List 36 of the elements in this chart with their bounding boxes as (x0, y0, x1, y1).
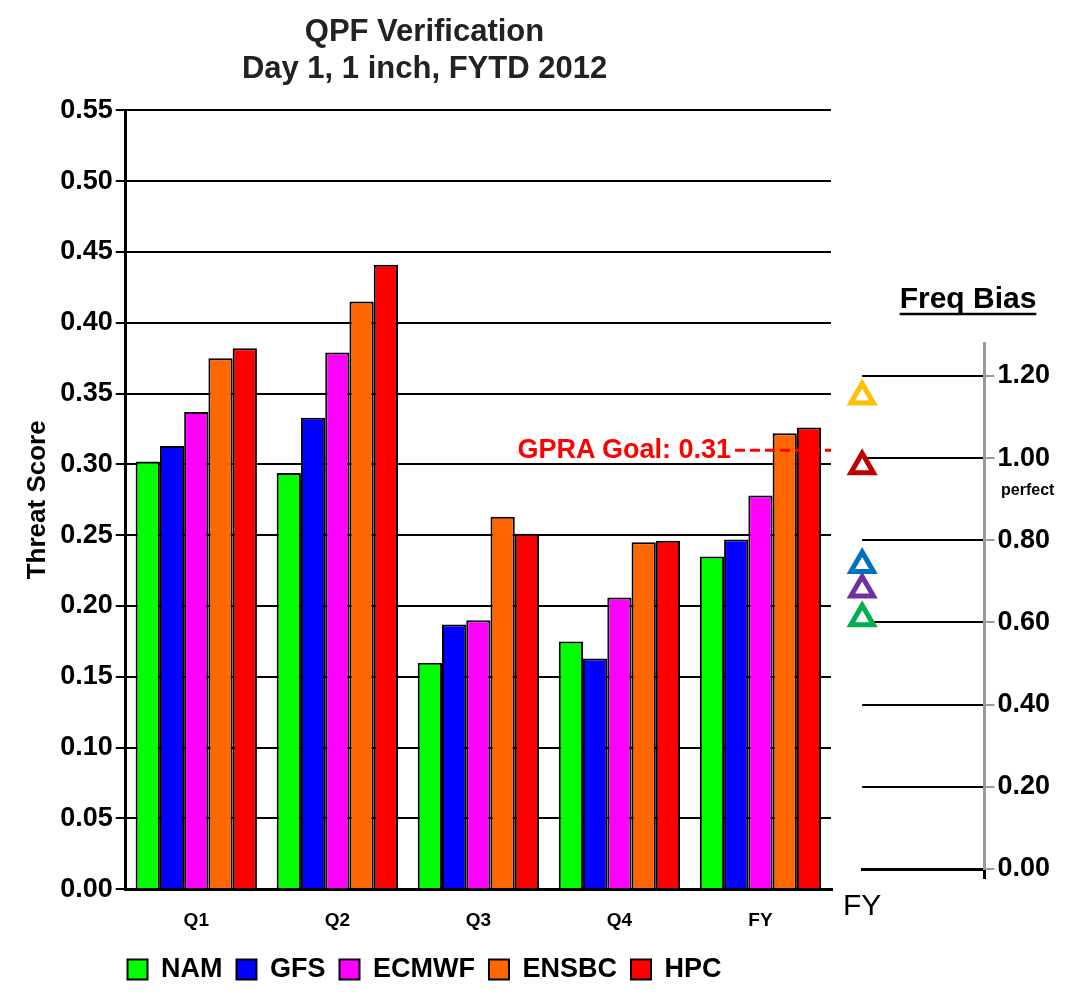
chart-title: QPF Verification (304, 13, 545, 49)
y-tick-label: 0.00 (60, 872, 113, 903)
x-tick-label: Q2 (324, 908, 350, 930)
y-tick-label: 0.20 (60, 589, 113, 620)
y-tick-label: 0.10 (60, 731, 113, 762)
y-tick-label: 0.20 (997, 770, 1051, 801)
legend-label: GFS (270, 952, 326, 983)
y-tick-label: 0.30 (60, 447, 113, 478)
y-tick-label: 0.05 (60, 801, 113, 832)
text: perfect (1001, 481, 1056, 499)
y-tick-label: 0.50 (60, 164, 113, 195)
x-tick-label: FY (748, 908, 773, 930)
y-tick-label: 0.45 (60, 235, 113, 266)
y-axis-title: Threat Score (20, 420, 51, 580)
y-tick-label: 0.60 (997, 605, 1051, 636)
ref-line-label: GPRA Goal: 0.31 (517, 433, 731, 464)
y-tick-label: 1.20 (997, 359, 1051, 390)
y-tick-label: 1.00 (997, 441, 1051, 472)
x-tick-label: Q3 (465, 908, 492, 930)
y-tick-label: 0.80 (997, 523, 1051, 554)
chart-title: Freq Bias (899, 281, 1037, 314)
legend-label: NAM (161, 952, 223, 983)
y-tick-label: 0.55 (60, 93, 113, 124)
x-tick-label: Q4 (606, 908, 633, 930)
legend-label: HPC (664, 952, 722, 983)
y-tick-label: 0.15 (60, 660, 113, 691)
y-tick-label: 0.00 (997, 852, 1051, 883)
legend-label: ENSBC (522, 952, 617, 983)
y-tick-label: 0.35 (60, 377, 113, 408)
x-tick-label: FY (843, 888, 882, 922)
y-tick-label: 0.25 (60, 518, 113, 549)
x-tick-label: Q1 (183, 908, 210, 930)
legend-label: ECMWF (373, 952, 475, 983)
y-tick-label: 0.40 (60, 306, 113, 337)
y-tick-label: 0.40 (997, 688, 1051, 719)
chart-subtitle: Day 1, 1 inch, FYTD 2012 (241, 50, 608, 86)
